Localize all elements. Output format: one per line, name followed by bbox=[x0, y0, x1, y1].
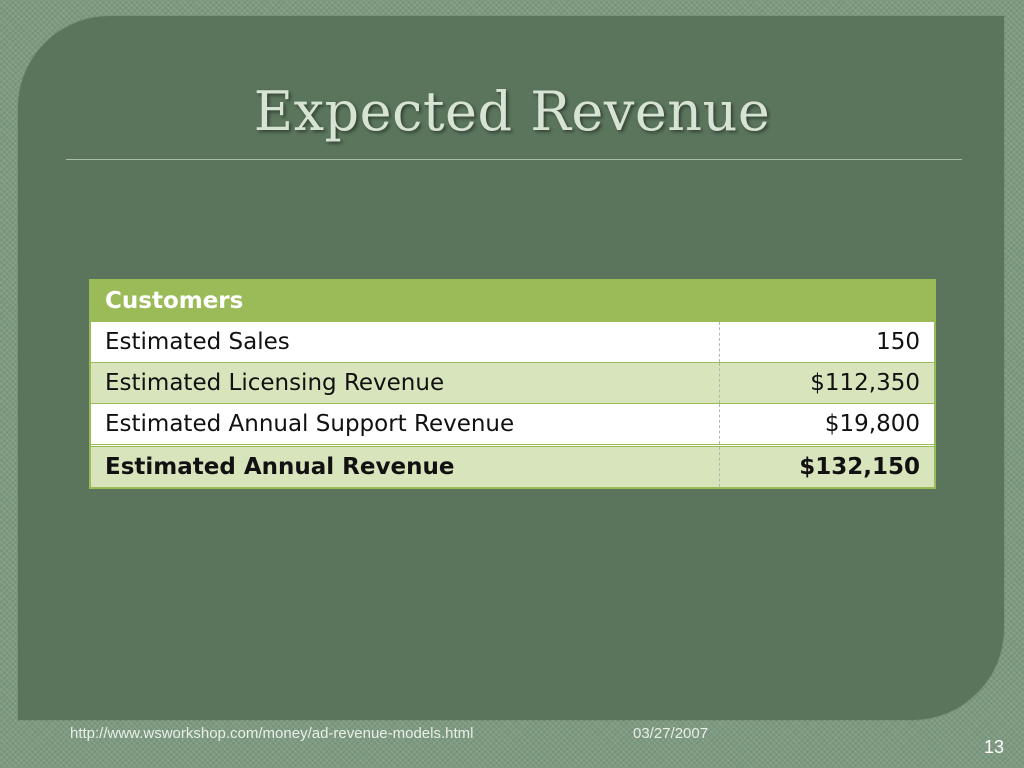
table-header: Customers bbox=[91, 281, 934, 322]
row-value: $19,800 bbox=[719, 403, 934, 446]
row-value: 150 bbox=[719, 321, 934, 363]
table-row: Estimated Sales 150 bbox=[91, 321, 934, 363]
title-divider bbox=[66, 159, 962, 160]
slide-title: Expected Revenue bbox=[253, 80, 771, 143]
table-row: Estimated Annual Support Revenue $19,800 bbox=[91, 403, 934, 446]
row-label: Estimated Sales bbox=[105, 329, 290, 355]
slide-number: 13 bbox=[984, 737, 1005, 757]
row-value: $112,350 bbox=[719, 362, 934, 404]
row-label: Estimated Annual Support Revenue bbox=[105, 411, 515, 437]
table-header-row: Customers bbox=[91, 281, 934, 322]
total-label: Estimated Annual Revenue bbox=[105, 454, 455, 480]
table-total-row: Estimated Annual Revenue $132,150 bbox=[91, 445, 934, 487]
row-label: Estimated Licensing Revenue bbox=[105, 370, 445, 396]
total-value: $132,150 bbox=[719, 445, 934, 487]
footer-date: 03/27/2007 bbox=[633, 725, 709, 742]
footer-url: http://www.wsworkshop.com/money/ad-reven… bbox=[70, 725, 474, 742]
table-row: Estimated Licensing Revenue $112,350 bbox=[91, 362, 934, 404]
revenue-table: Customers Estimated Sales 150 Estimated … bbox=[89, 279, 936, 489]
